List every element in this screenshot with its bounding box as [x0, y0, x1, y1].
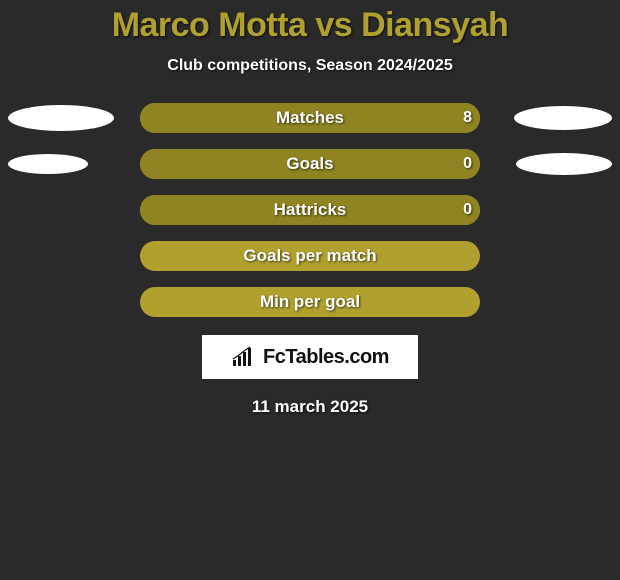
stat-row: Goals 0	[0, 149, 620, 179]
stat-label: Hattricks	[274, 200, 347, 220]
stat-bar: Goals 0	[140, 149, 480, 179]
player-right-marker	[516, 153, 612, 175]
player-left-marker	[8, 105, 114, 131]
date-text: 11 march 2025	[0, 397, 620, 417]
player-right-marker	[514, 106, 612, 130]
stat-value-right: 0	[463, 201, 472, 219]
page-title: Marco Motta vs Diansyah	[0, 0, 620, 45]
stat-label: Goals per match	[243, 246, 376, 266]
stat-bar: Goals per match	[140, 241, 480, 271]
stat-value-right: 0	[463, 155, 472, 173]
stats-area: Matches 8 Goals 0 Hattricks 0 Goals per match M…	[0, 103, 620, 317]
stat-bar: Min per goal	[140, 287, 480, 317]
stat-label: Goals	[286, 154, 333, 174]
subtitle: Club competitions, Season 2024/2025	[0, 57, 620, 75]
stat-label: Matches	[276, 108, 344, 128]
stat-row: Matches 8	[0, 103, 620, 133]
stat-value-right: 8	[463, 109, 472, 127]
stat-label: Min per goal	[260, 292, 360, 312]
stat-bar: Hattricks 0	[140, 195, 480, 225]
logo-text: FcTables.com	[263, 346, 389, 369]
player-left-marker	[8, 154, 88, 174]
stat-bar: Matches 8	[140, 103, 480, 133]
bar-chart-icon	[231, 346, 257, 368]
stat-row: Hattricks 0	[0, 195, 620, 225]
stat-row: Goals per match	[0, 241, 620, 271]
logo-box: FcTables.com	[202, 335, 418, 379]
stat-row: Min per goal	[0, 287, 620, 317]
